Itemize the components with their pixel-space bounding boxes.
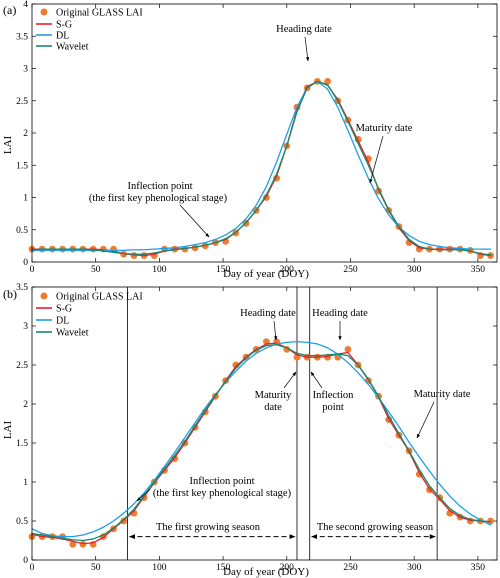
annotation-b-maturity-date-1b: date [264, 402, 282, 413]
ytick-a-4: 2 [23, 129, 28, 139]
series-line-a-dl [31, 80, 492, 252]
arrow-b-inflection-point [310, 371, 323, 389]
xtick-a-0: 0 [30, 265, 35, 275]
panel-b-frame [31, 286, 498, 561]
xtick-b-2: 100 [152, 563, 167, 573]
panel-a-frame [31, 3, 498, 263]
legend-a-observed-label: Original GLASS LAI [56, 8, 143, 19]
legend-b-dl-label: DL [56, 316, 69, 327]
legend-a-sg-label: S-G [56, 20, 72, 31]
xtick-a-4: 200 [280, 265, 295, 275]
panel-b-xlabel: Day of year (DOY) [223, 566, 309, 578]
panel-b-ylabel: LAI [2, 421, 14, 440]
panel-a: (a) Day of year (DOY) LAI Original GLASS… [2, 0, 498, 280]
season-label-second: The second growing season [317, 522, 434, 533]
ytick-a-7: 3.5 [16, 32, 28, 42]
point-a-29 [324, 78, 331, 85]
arrow-a-heading-date [304, 36, 310, 62]
series-line-b-s-g [31, 342, 492, 545]
panel-a-annotations: Heading date Maturity date Inflection po… [89, 24, 413, 238]
ytick-b-3: 1.5 [16, 439, 28, 449]
legend-a-dl-label: DL [56, 31, 69, 42]
xtick-b-5: 250 [343, 563, 358, 573]
xtick-b-0: 0 [30, 563, 35, 573]
xtick-b-1: 50 [91, 563, 101, 573]
panel-b-x-ticks: 0 50 100 150 200 250 300 350 [30, 563, 486, 573]
annotation-b-maturity-date-1: Maturity [255, 390, 292, 401]
annotation-a-heading-date: Heading date [276, 24, 332, 35]
annotation-a-maturity-date: Maturity date [356, 123, 413, 134]
panel-a-label: (a) [3, 3, 16, 17]
point-b-31 [344, 346, 352, 353]
ytick-b-1: 0.5 [16, 517, 28, 527]
panel-b-annotations: Heading date Heading date Maturity date … [136, 308, 471, 502]
point-b-45 [487, 517, 495, 525]
annotation-b-first-inflection-desc: (the first key phenological stage) [153, 488, 292, 499]
point-b-4 [69, 541, 77, 548]
arrow-a-maturity-date [369, 135, 384, 184]
point-b-5 [79, 541, 87, 548]
arrow-a-inflection-point [179, 204, 210, 238]
xtick-b-6: 300 [407, 563, 422, 573]
arrow-b-first-inflection [136, 488, 151, 502]
xtick-b-4: 200 [280, 563, 295, 573]
panel-a-xlabel: Day of year (DOY) [223, 268, 309, 280]
legend-a-wavelet-label: Wavelet [56, 42, 89, 53]
panel-b-label: (b) [3, 287, 17, 301]
ytick-a-0: 0 [23, 258, 28, 268]
ytick-b-0: 0 [23, 556, 28, 566]
ytick-b-5: 2.5 [16, 361, 28, 371]
annotation-b-heading-date-1: Heading date [240, 308, 296, 319]
panel-b-season-labels: The first growing season The second grow… [154, 520, 436, 535]
season-label-first: The first growing season [156, 522, 261, 533]
xtick-b-7: 350 [471, 563, 486, 573]
ytick-b-2: 1 [23, 478, 28, 488]
arrow-b-heading-date-1 [273, 320, 278, 341]
ytick-a-6: 3 [23, 65, 28, 75]
panel-a-ylabel: LAI [2, 136, 14, 155]
arrow-b-maturity-date-2 [416, 401, 435, 439]
series-line-a-s-g [31, 80, 492, 257]
annotation-b-heading-date-2: Heading date [312, 308, 368, 319]
panel-a-plot [28, 3, 497, 263]
xtick-a-3: 150 [216, 265, 231, 275]
ytick-a-5: 2.5 [16, 97, 28, 107]
legend-b-observed-label: Original GLASS LAI [56, 292, 143, 303]
xtick-a-6: 300 [407, 265, 422, 275]
panel-b: (b) Day of year (DOY) LAI Original GLASS… [2, 283, 498, 578]
xtick-a-1: 50 [91, 265, 101, 275]
ytick-a-1: 0.5 [16, 226, 28, 236]
ytick-b-6: 3 [23, 322, 28, 332]
ytick-a-3: 1.5 [16, 161, 28, 171]
legend-b-wavelet-label: Wavelet [56, 328, 89, 339]
ytick-b-4: 2 [23, 400, 28, 410]
panel-b-y-ticks: 0 0.5 1 1.5 2 2.5 3 3.5 [16, 283, 28, 566]
xtick-a-2: 100 [152, 265, 167, 275]
series-line-a-wavelet [31, 80, 492, 256]
annotation-a-inflection-point: Inflection point [127, 181, 192, 192]
annotation-b-first-inflection: Inflection point [189, 476, 254, 487]
panel-b-legend: Original GLASS LAI S-G DL Wavelet [36, 292, 143, 339]
xtick-a-5: 250 [343, 265, 358, 275]
ytick-b-7: 3.5 [16, 283, 28, 293]
legend-b-observed-marker [40, 292, 48, 300]
annotation-b-inflection-point: Inflection [313, 390, 355, 401]
xtick-a-7: 350 [471, 265, 486, 275]
annotation-b-maturity-date-2: Maturity date [414, 389, 471, 400]
annotation-b-inflection-point-b: point [322, 402, 344, 413]
panel-a-legend: Original GLASS LAI S-G DL Wavelet [36, 8, 143, 53]
panel-a-y-ticks: 0 0.5 1 1.5 2 2.5 3 3.5 4 [16, 0, 28, 268]
series-line-b-wavelet [31, 344, 492, 542]
arrow-b-maturity-date-1 [283, 371, 297, 389]
ytick-a-2: 1 [23, 194, 28, 204]
xtick-b-3: 150 [216, 563, 231, 573]
panel-b-plot [28, 286, 497, 561]
legend-b-sg-label: S-G [56, 304, 72, 315]
series-line-b-dl [31, 340, 492, 538]
legend-a-observed-marker [40, 8, 48, 16]
panel-a-x-ticks: 0 50 100 150 200 250 300 350 [30, 265, 486, 275]
ytick-a-8: 4 [23, 0, 28, 10]
annotation-a-inflection-desc: (the first key phenological stage) [89, 193, 228, 204]
